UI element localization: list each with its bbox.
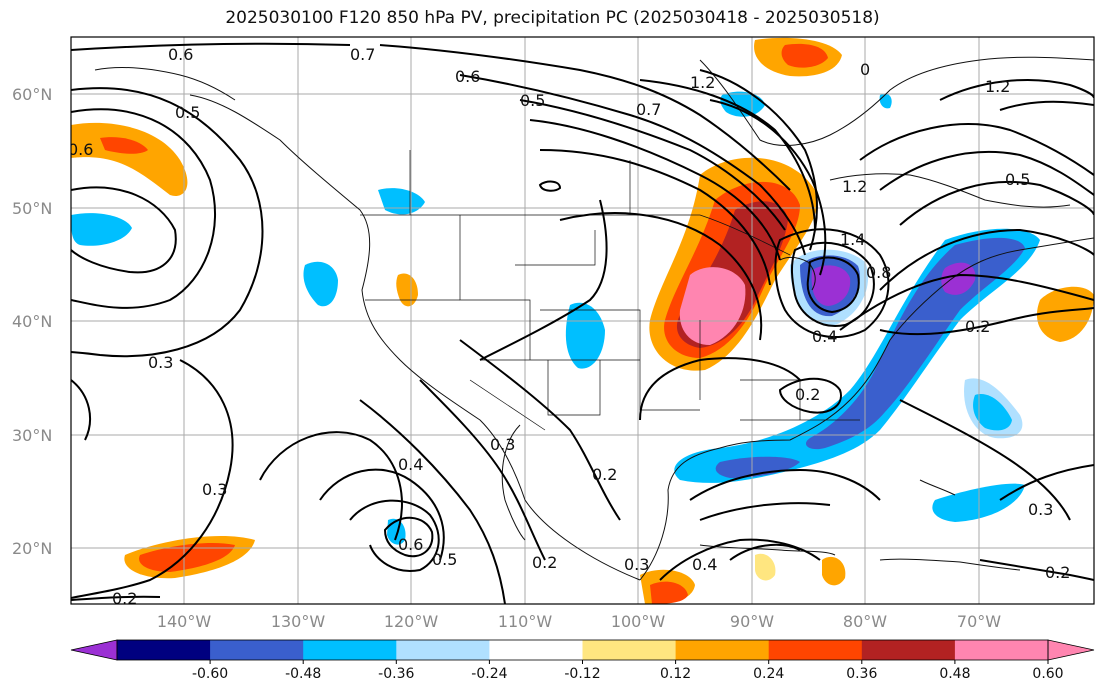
contour-label: 0.3 <box>490 435 515 454</box>
contour-label: 0.5 <box>175 103 200 122</box>
political-borders <box>360 150 860 431</box>
colorbar-label: 0.12 <box>660 666 691 682</box>
contour-label: 0.8 <box>866 263 891 282</box>
colorbar: -0.60 -0.48 -0.36 -0.24 -0.12 0.12 0.24 0.36 0.4… <box>70 639 1095 682</box>
lon-label: 140°W <box>157 612 212 631</box>
precip-negative-region <box>811 265 851 306</box>
contour-label: 1.4 <box>840 230 865 249</box>
latitude-labels: 60°N 50°N 40°N 30°N 20°N <box>12 85 52 558</box>
contour-label: 1.2 <box>842 177 867 196</box>
coastlines <box>94 56 1094 581</box>
contour-label: 0.4 <box>398 455 423 474</box>
contour-label: 0.4 <box>812 327 837 346</box>
precip-positive-region <box>755 553 776 581</box>
precip-positive-region <box>822 556 846 586</box>
contour-label: 0.6 <box>168 45 193 64</box>
contour-label: 0.5 <box>1005 170 1030 189</box>
colorbar-segment <box>489 640 583 660</box>
precip-negative-region <box>715 456 800 478</box>
lon-label: 90°W <box>730 612 774 631</box>
pv-contours <box>71 42 1094 604</box>
colorbar-label: -0.60 <box>192 666 228 682</box>
contour-label: 0.7 <box>350 45 375 64</box>
graticule <box>71 37 1094 604</box>
colorbar-label: -0.12 <box>564 666 600 682</box>
colorbar-segment <box>861 640 956 660</box>
contour-label: 0.5 <box>432 550 457 569</box>
precip-negative-region <box>973 394 1012 431</box>
precip-shading <box>71 37 1094 604</box>
colorbar-extend-high <box>1047 639 1095 661</box>
precip-positive-region <box>71 122 188 196</box>
precip-negative-region <box>565 302 605 369</box>
figure-title: 2025030100 F120 850 hPa PV, precipitatio… <box>225 8 880 28</box>
precip-positive-region <box>396 273 418 307</box>
colorbar-label: 0.60 <box>1032 666 1063 682</box>
lon-label: 130°W <box>271 612 326 631</box>
colorbar-segment <box>117 640 211 660</box>
lon-label: 110°W <box>498 612 553 631</box>
longitude-labels: 140°W 130°W 120°W 110°W 100°W 90°W 80°W … <box>157 612 1001 631</box>
contour-label: 0.7 <box>636 100 661 119</box>
colorbar-segment <box>396 640 490 660</box>
colorbar-label: -0.48 <box>285 666 321 682</box>
lat-label: 40°N <box>12 312 52 331</box>
contour-label: 1.2 <box>985 77 1010 96</box>
lon-label: 70°W <box>957 612 1001 631</box>
contour-label: 0 <box>860 60 870 79</box>
contour-label: 0.2 <box>592 465 617 484</box>
colorbar-label: -0.24 <box>471 666 507 682</box>
lat-label: 30°N <box>12 426 52 445</box>
colorbar-label: 0.24 <box>753 666 784 682</box>
contour-label: 1.2 <box>690 73 715 92</box>
contour-label: 0.3 <box>148 353 173 372</box>
precip-negative-region <box>805 237 1025 450</box>
colorbar-segment <box>954 640 1049 660</box>
lat-label: 20°N <box>12 539 52 558</box>
precip-positive-region <box>139 543 235 572</box>
colorbar-segment <box>303 640 397 660</box>
precip-negative-region <box>387 518 406 545</box>
precip-positive-region <box>650 581 688 604</box>
contour-label: 0.3 <box>1028 500 1053 519</box>
colorbar-label: 0.36 <box>846 666 877 682</box>
colorbar-segment <box>675 640 770 660</box>
colorbar-extend-low <box>70 639 118 661</box>
contour-label: 0.2 <box>965 317 990 336</box>
contour-label: 0.6 <box>398 535 423 554</box>
colorbar-segment <box>768 640 863 660</box>
contour-label: 0.6 <box>68 140 93 159</box>
contour-labels: 0.6 0.7 0.6 0.5 1.2 0.7 1.2 0.5 0.6 1.2 … <box>68 45 1070 608</box>
precip-positive-region <box>781 43 828 68</box>
precip-positive-region <box>100 137 148 154</box>
colorbar-label: -0.36 <box>378 666 414 682</box>
map-border <box>70 36 1095 605</box>
contour-label: 0.4 <box>692 555 717 574</box>
contour-label: 0.3 <box>202 480 227 499</box>
lat-label: 60°N <box>12 85 52 104</box>
contour-label: 0.2 <box>795 385 820 404</box>
precip-negative-region <box>71 213 132 246</box>
contour-label: 0.2 <box>532 553 557 572</box>
colorbar-segment <box>582 640 677 660</box>
lat-label: 50°N <box>12 199 52 218</box>
precip-positive-region <box>1036 286 1094 342</box>
colorbar-label: 0.48 <box>939 666 970 682</box>
contour-label: 0.3 <box>624 555 649 574</box>
colorbar-segment <box>210 640 304 660</box>
lon-label: 120°W <box>384 612 439 631</box>
contour-label: 0.5 <box>520 91 545 110</box>
contour-label: 0.2 <box>1045 563 1070 582</box>
contour-label: 0.6 <box>455 67 480 86</box>
lon-label: 100°W <box>611 612 666 631</box>
lon-label: 80°W <box>843 612 887 631</box>
contour-label: 0.2 <box>112 589 137 608</box>
precip-negative-region <box>941 262 976 295</box>
precip-positive-region <box>679 267 746 345</box>
precip-negative-region <box>303 261 338 307</box>
